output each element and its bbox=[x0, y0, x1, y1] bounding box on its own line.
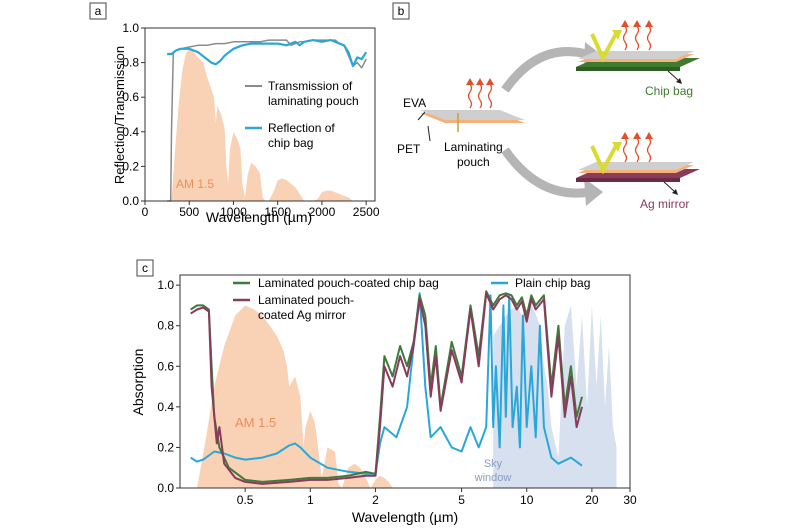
curved-arrow-down-head bbox=[584, 178, 603, 206]
chart-c-legend: Laminated pouch-coated chip bag Laminate… bbox=[233, 276, 590, 322]
y-tick-label-a: 0.6 bbox=[122, 90, 139, 104]
x-tick-label-c: 5 bbox=[458, 493, 465, 507]
legend-label-reflection-1: Reflection of bbox=[268, 121, 335, 135]
chart-c-series bbox=[190, 290, 583, 485]
chip-bag-stack bbox=[576, 20, 700, 84]
panel-a-label-box: a bbox=[89, 2, 107, 20]
y-tick-label-c: 0.2 bbox=[157, 440, 174, 454]
chart-c: 0.5 1 2 5 10 20 30 0.0 0.2 0.4 0.6 0.8 1.0 AM 1.5 Sk… bbox=[130, 274, 637, 525]
chart-a-axes: 0 500 1000 1500 2000 2500 0.0 0.2 0.4 0.6 0.8 1.0 bbox=[122, 21, 380, 219]
x-tick-label-c: 20 bbox=[585, 493, 599, 507]
incident-light-agmirror bbox=[590, 143, 619, 175]
x-tick-label-a: 2500 bbox=[353, 205, 380, 219]
panel-b-label-box: b bbox=[392, 2, 410, 20]
curved-arrow-down bbox=[501, 147, 591, 198]
chart-c-axes: 0.5 1 2 5 10 20 30 0.0 0.2 0.4 0.6 0.8 1.0 bbox=[157, 278, 637, 507]
legend-label-reflection-2: chip bag bbox=[268, 136, 313, 150]
x-tick-label-c: 0.5 bbox=[237, 493, 254, 507]
chart-c-sky-label-2: window bbox=[474, 472, 512, 484]
legend-label-pouch-agmirror-1: Laminated pouch- bbox=[258, 293, 354, 307]
x-tick-label-a: 0 bbox=[142, 205, 149, 219]
chart-a-series bbox=[167, 39, 368, 202]
legend-label-transmission-2: laminating pouch bbox=[268, 94, 359, 108]
chart-c-sky-label-1: Sky bbox=[484, 458, 503, 470]
ag-mirror-stack bbox=[576, 132, 700, 195]
y-tick-label-a: 0.4 bbox=[122, 125, 139, 139]
series-a-reflection bbox=[167, 39, 368, 68]
label-laminating-pouch-2: pouch bbox=[457, 155, 490, 169]
legend-label-transmission-1: Transmission of bbox=[268, 79, 353, 93]
schematic-b: EVA PET Laminating pouch Chip bag bbox=[397, 20, 700, 211]
am15-area-a bbox=[171, 48, 367, 201]
chart-a-am15-area bbox=[171, 48, 367, 201]
panel-a-label: a bbox=[95, 4, 102, 18]
chart-a-frame bbox=[144, 27, 376, 202]
series-c-pouch-agmirror bbox=[190, 292, 583, 485]
chart-c-ylabel: Absorption bbox=[130, 349, 146, 416]
panel-c-label: c bbox=[142, 261, 148, 275]
chart-c-am15-label: AM 1.5 bbox=[235, 415, 276, 430]
x-tick-label-c: 1 bbox=[307, 493, 314, 507]
x-tick-label-a: 2000 bbox=[309, 205, 336, 219]
chart-a-am15-label: AM 1.5 bbox=[176, 177, 214, 191]
chart-c-xlabel: Wavelength (µm) bbox=[352, 509, 458, 525]
y-tick-label-a: 0.8 bbox=[122, 56, 139, 70]
x-tick-label-c: 2 bbox=[372, 493, 379, 507]
legend-label-plain-chipbag: Plain chip bag bbox=[515, 276, 590, 290]
legend-label-pouch-agmirror-2: coated Ag mirror bbox=[258, 308, 346, 322]
x-tick-label-a: 500 bbox=[179, 205, 199, 219]
y-tick-label-c: 1.0 bbox=[157, 278, 174, 292]
curved-arrow-up bbox=[501, 47, 592, 93]
panel-c-label-box: c bbox=[136, 259, 154, 277]
label-laminating-pouch-1: Laminating bbox=[444, 140, 503, 154]
pouch-photons bbox=[466, 78, 494, 109]
y-tick-label-c: 0.8 bbox=[157, 319, 174, 333]
x-tick-label-a: 1500 bbox=[264, 205, 291, 219]
eva-layer bbox=[420, 110, 525, 120]
label-chip-bag: Chip bag bbox=[645, 84, 693, 98]
y-tick-label-a: 0.2 bbox=[122, 159, 139, 173]
am15-area-c bbox=[197, 305, 393, 488]
legend-label-pouch-chipbag: Laminated pouch-coated chip bag bbox=[258, 276, 439, 290]
x-tick-label-c: 10 bbox=[520, 493, 534, 507]
label-ag-mirror: Ag mirror bbox=[640, 197, 689, 211]
label-eva: EVA bbox=[403, 96, 426, 110]
label-pet: PET bbox=[397, 142, 421, 156]
y-tick-label-c: 0.6 bbox=[157, 359, 174, 373]
y-tick-label-c: 0.4 bbox=[157, 400, 174, 414]
chart-a: 0 500 1000 1500 2000 2500 0.0 0.2 0.4 0.6 0.8 1.0 A… bbox=[112, 21, 380, 225]
chart-c-frame bbox=[179, 274, 631, 489]
x-tick-label-c: 30 bbox=[623, 493, 637, 507]
laminating-pouch-layers bbox=[420, 110, 525, 132]
y-tick-label-c: 0.0 bbox=[157, 481, 174, 495]
y-tick-label-a: 0.0 bbox=[122, 194, 139, 208]
chart-a-ylabel: Reflection/Transmission bbox=[112, 46, 127, 184]
y-tick-label-a: 1.0 bbox=[122, 21, 139, 35]
series-c-plain-chipbag bbox=[190, 292, 583, 475]
panel-b-label: b bbox=[398, 4, 405, 18]
x-tick-label-a: 1000 bbox=[220, 205, 247, 219]
chart-a-xlabel: Wavelength (µm) bbox=[206, 209, 312, 225]
incident-light-chipbag bbox=[590, 31, 619, 63]
chart-a-legend: Transmission of laminating pouch Reflect… bbox=[245, 79, 359, 150]
